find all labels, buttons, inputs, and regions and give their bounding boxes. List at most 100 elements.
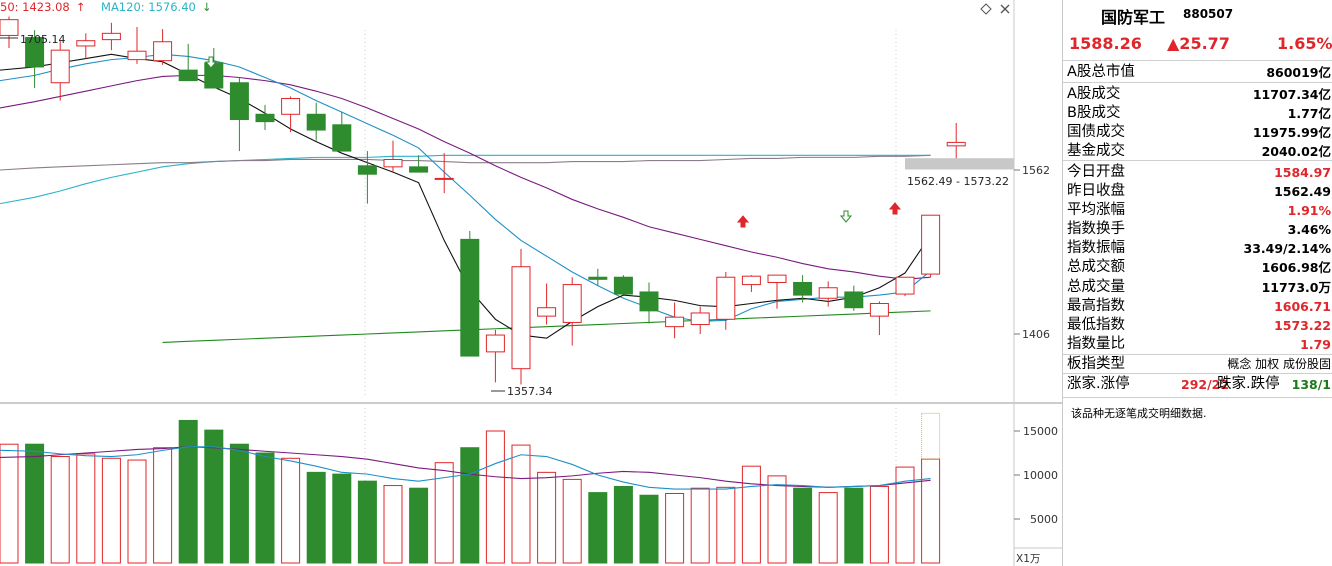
volume-bar	[921, 458, 941, 564]
stat-row: 国债成交 11975.99亿	[1063, 123, 1332, 142]
legend-ma50-arrow: ↑	[75, 0, 86, 14]
volume-bar	[588, 492, 608, 564]
ma-legend: 50: 1423.08 ↑ MA120: 1576.40 ↓	[0, 0, 223, 16]
price-tick-label: 1562	[1022, 164, 1050, 177]
volume-bar	[101, 457, 121, 564]
volume-unit-label: X1万	[1016, 553, 1040, 565]
candle-body	[127, 50, 147, 61]
legend-ma120-arrow: ↓	[201, 0, 212, 14]
stat-value: 1.77亿	[1287, 106, 1331, 121]
candle-body	[357, 165, 377, 175]
candle-body	[921, 214, 941, 275]
volume-bar	[306, 471, 326, 564]
volume-bar	[434, 462, 454, 564]
candle-body	[383, 158, 403, 168]
candle-body	[613, 276, 633, 295]
volume-bar	[562, 478, 582, 564]
stat-label: 总成交量	[1067, 279, 1125, 295]
stat-row: 基金成交 2040.02亿	[1063, 142, 1332, 161]
stat-row: 平均涨幅 1.91%	[1063, 201, 1332, 220]
candle-body	[690, 312, 710, 326]
price-change: ▲25.77	[1167, 34, 1230, 53]
volume-bar	[741, 465, 761, 564]
volume-bar	[229, 443, 249, 564]
stat-row: 昨日收盘 1562.49	[1063, 182, 1332, 201]
candle-body	[793, 281, 813, 296]
volume-bar	[613, 485, 633, 564]
stat-row: 最高指数 1606.71	[1063, 297, 1332, 316]
volume-bar	[869, 485, 889, 564]
volume-bar	[332, 473, 352, 564]
candle-body	[460, 238, 480, 357]
stat-value[interactable]: 概念 加权 成份股固	[1227, 357, 1331, 371]
volume-projection	[921, 412, 941, 460]
ma120-line	[0, 154, 931, 205]
volume-bar	[204, 429, 224, 564]
stat-row: 指数量比 1.79	[1063, 335, 1332, 354]
stat-row: A股总市值 860019亿	[1063, 63, 1332, 82]
volume-bar	[537, 471, 557, 564]
kline-chart-area[interactable]: 1562 1406 15000 10000 5000 X1万 1562.49 - 1573.…	[0, 0, 1062, 566]
candle-body	[178, 69, 198, 82]
candle-body	[485, 334, 505, 353]
volume-bar	[690, 487, 710, 564]
candle-body	[281, 98, 301, 115]
divider	[1063, 354, 1332, 355]
volume-bar	[639, 494, 659, 564]
candle-body	[946, 141, 966, 147]
divider	[1063, 60, 1332, 61]
stat-label: 昨日收盘	[1067, 183, 1125, 199]
divider	[1063, 397, 1332, 398]
stat-row: 总成交额 1606.98亿	[1063, 258, 1332, 277]
candle-body	[306, 113, 326, 131]
candle-body	[639, 291, 659, 312]
volume-bar	[255, 452, 275, 564]
stat-label: 指数振幅	[1067, 240, 1125, 256]
stat-value: 11773.0万	[1261, 280, 1331, 295]
stat-label: 板指类型	[1067, 356, 1125, 372]
volume-bar	[178, 419, 198, 564]
quote-panel: 国防军工 880507 1588.26 ▲25.77 1.65% A股总市值 86…	[1062, 0, 1332, 566]
stat-label: 国债成交	[1067, 124, 1125, 140]
low-label: 1357.34	[507, 385, 553, 398]
divider	[1063, 373, 1332, 374]
volume-ma5-line	[0, 446, 931, 490]
stat-value: 1.91%	[1287, 203, 1331, 218]
stat-value: 1584.97	[1274, 165, 1331, 180]
volume-bar	[409, 487, 429, 564]
diamond-icon[interactable]	[980, 3, 992, 15]
candle-body	[332, 124, 352, 152]
stat-row: 指数振幅 33.49/2.14%	[1063, 239, 1332, 258]
breadth-row: 涨家.涨停 292/22 跌家.跌停 138/1	[1063, 375, 1332, 394]
volume-bar	[485, 430, 505, 564]
index-code: 880507	[1183, 7, 1234, 21]
volume-tick-label: 5000	[1030, 513, 1058, 526]
stat-value: 11707.34亿	[1252, 87, 1331, 102]
candle-body	[741, 275, 761, 286]
last-price: 1588.26	[1069, 34, 1142, 53]
candle-body	[869, 303, 889, 317]
candle-body	[409, 166, 429, 173]
legend-ma50-text: 50: 1423.08	[0, 0, 70, 14]
candle-body	[25, 37, 45, 68]
stat-row: 今日开盘 1584.97	[1063, 163, 1332, 182]
ma30-line	[0, 74, 931, 280]
candle-body	[434, 177, 454, 180]
index-name: 国防军工	[1101, 8, 1166, 27]
stat-value: 33.49/2.14%	[1243, 241, 1331, 256]
stat-row: 总成交量 11773.0万	[1063, 278, 1332, 297]
buy-signal-icon	[736, 215, 750, 228]
stat-value: 11975.99亿	[1252, 125, 1331, 140]
volume-bar	[357, 480, 377, 564]
candle-body	[895, 276, 915, 295]
candle-body	[0, 19, 19, 36]
stat-label: A股总市值	[1067, 64, 1135, 80]
kline-chart-svg[interactable]: 1562 1406 15000 10000 5000 X1万 1562.49 - 1573.…	[0, 0, 1062, 566]
candle-body	[76, 40, 96, 47]
candle-body	[588, 276, 608, 280]
advance-label: 涨家.涨停	[1067, 376, 1130, 392]
candle-body	[229, 82, 249, 121]
stat-label: 最低指数	[1067, 317, 1125, 333]
stat-label: 总成交额	[1067, 259, 1125, 275]
close-icon[interactable]	[1000, 4, 1010, 14]
